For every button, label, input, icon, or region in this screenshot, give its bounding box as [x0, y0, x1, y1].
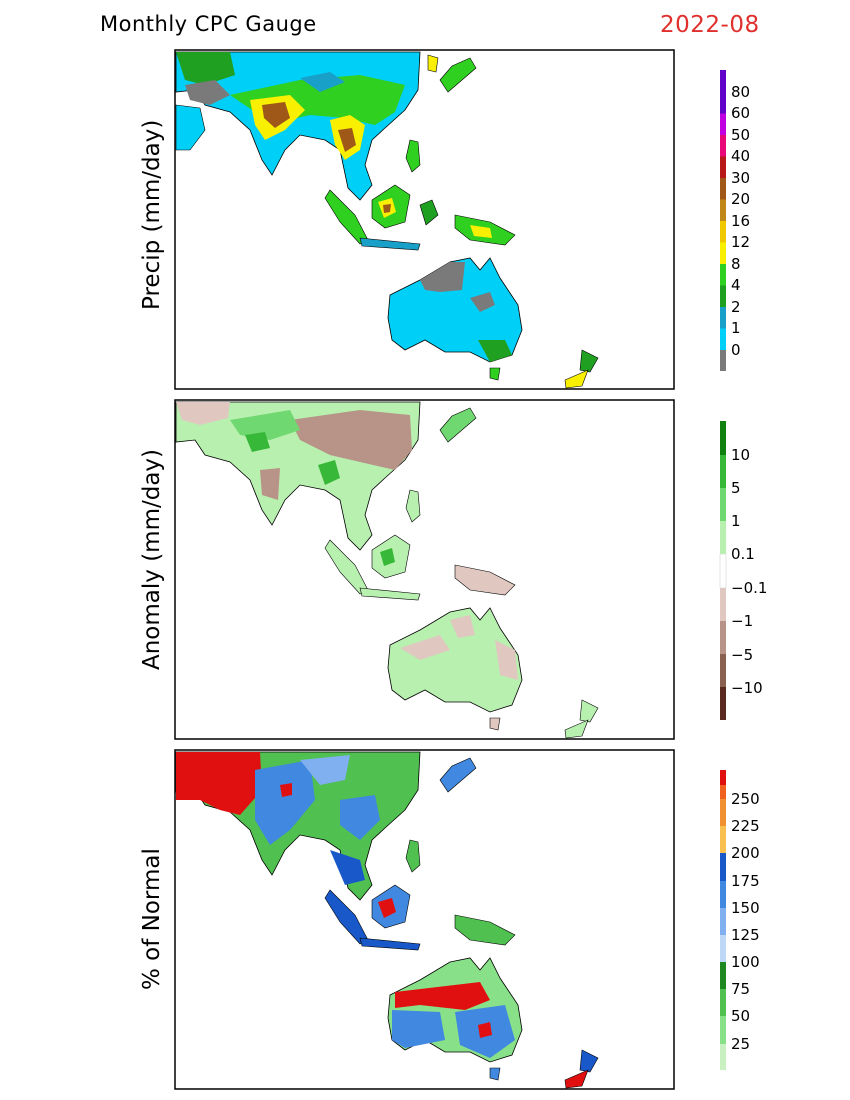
precip-legend-swatch	[720, 264, 726, 286]
precip-legend-label: 16	[731, 212, 750, 230]
precip-legend-label: 20	[731, 190, 750, 208]
precip-legend-label: 8	[731, 255, 741, 273]
anomaly-legend: −10 −5 −1 −0.1 0.1 1 5 10	[719, 421, 767, 720]
anomaly-legend-label: −0.1	[731, 579, 767, 597]
precip-legend-label: 40	[731, 147, 750, 165]
precip-legend-label: 0	[731, 341, 741, 359]
anomaly-legend-swatch	[720, 455, 726, 488]
precip-legend-label: 4	[731, 276, 741, 294]
anomaly-legend-swatch	[719, 553, 727, 589]
header-date: 2022-08	[660, 12, 760, 38]
percent-legend-label: 150	[731, 899, 760, 917]
percent-legend-swatch	[720, 962, 726, 989]
percent-legend: 25 50 75 100 125 150 175 200 225 250	[720, 770, 760, 1070]
precip-legend-swatch	[720, 113, 726, 135]
percent-legend-label: 250	[731, 790, 760, 808]
precip-legend-label: 2	[731, 298, 741, 316]
percent-legend-label: 175	[731, 872, 760, 890]
precip-legend-swatch	[720, 285, 726, 307]
anomaly-map	[175, 401, 599, 739]
percent-legend-swatch	[720, 1016, 726, 1044]
anomaly-legend-label: −1	[731, 612, 753, 630]
percent-map	[175, 751, 599, 1089]
anomaly-legend-swatch	[720, 687, 726, 720]
percent-legend-swatch	[720, 1044, 726, 1070]
precip-legend-label: 60	[731, 104, 750, 122]
precip-legend-swatch	[720, 156, 726, 178]
percent-legend-label: 100	[731, 953, 760, 971]
percent-legend-swatch	[720, 799, 726, 826]
anomaly-legend-swatch	[720, 654, 726, 687]
anomaly-legend-label: 10	[731, 446, 750, 464]
precip-legend-label: 80	[731, 83, 750, 101]
percent-legend-swatch	[720, 989, 726, 1016]
precip-map	[175, 51, 599, 389]
precip-panel: 0 1 2 4 8 12 16 20 30 40 50 60 80	[174, 49, 750, 390]
precip-legend-label: 50	[731, 126, 750, 144]
precip-legend-label: 1	[731, 319, 741, 337]
precip-legend-swatch	[720, 307, 726, 329]
anomaly-legend-label: 1	[731, 512, 741, 530]
percent-legend-label: 50	[731, 1007, 750, 1025]
percent-legend-label: 125	[731, 926, 760, 944]
anomaly-legend-swatch	[720, 621, 726, 654]
percent-legend-swatch	[720, 826, 726, 853]
anomaly-legend-swatch	[720, 488, 726, 521]
precip-legend-swatch	[720, 70, 726, 114]
anomaly-legend-label: 0.1	[731, 545, 755, 563]
precip-legend-label: 12	[731, 233, 750, 251]
percent-legend-swatch	[720, 908, 726, 935]
header-title: Monthly CPC Gauge	[100, 12, 317, 36]
percent-panel: 25 50 75 100 125 150 175 200 225 250	[174, 749, 760, 1090]
percent-legend-label: 225	[731, 817, 760, 835]
anomaly-legend-label: 5	[731, 479, 741, 497]
precip-legend-swatch	[720, 178, 726, 200]
precip-legend-swatch	[720, 135, 726, 157]
percent-legend-swatch	[720, 881, 726, 908]
precip-legend-label: 30	[731, 169, 750, 187]
precip-legend-swatch	[720, 328, 726, 350]
percent-legend-label: 200	[731, 844, 760, 862]
percent-legend-label: 75	[731, 980, 750, 998]
anomaly-legend-swatch	[720, 588, 726, 621]
precip-legend-swatch	[720, 242, 726, 264]
percent-legend-label: 25	[731, 1035, 750, 1053]
precip-legend-swatch	[720, 350, 726, 371]
anomaly-legend-swatch	[720, 421, 726, 455]
percent-legend-swatch	[720, 770, 726, 785]
anomaly-legend-label: −10	[731, 679, 763, 697]
anomaly-legend-swatch	[720, 521, 726, 554]
anomaly-panel: −10 −5 −1 −0.1 0.1 1 5 10	[174, 399, 767, 740]
percent-legend-swatch	[720, 935, 726, 962]
percent-legend-swatch	[720, 853, 726, 881]
percent-legend-swatch	[720, 785, 726, 799]
anomaly-legend-label: −5	[731, 646, 753, 664]
precip-legend-swatch	[720, 199, 726, 221]
precip-legend-swatch	[720, 221, 726, 243]
precip-legend: 0 1 2 4 8 12 16 20 30 40 50 60 80	[720, 70, 750, 371]
